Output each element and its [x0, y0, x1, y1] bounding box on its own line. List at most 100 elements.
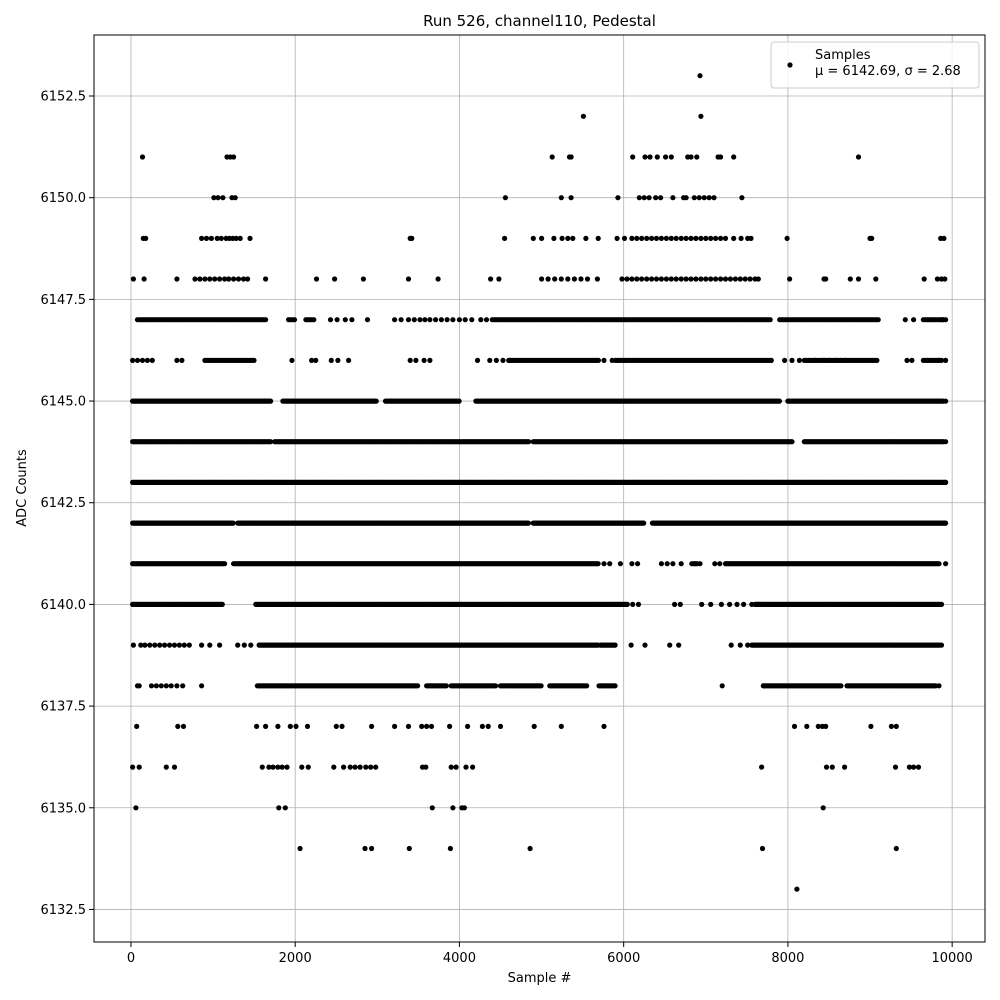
data-point	[407, 357, 413, 363]
data-point	[226, 276, 232, 282]
data-point	[653, 276, 660, 282]
data-point	[667, 642, 673, 648]
data-point	[658, 235, 665, 241]
data-point	[732, 276, 739, 282]
data-point	[583, 235, 589, 241]
data-point	[152, 642, 158, 648]
data-point	[869, 235, 875, 241]
data-point	[279, 764, 285, 770]
data-point	[727, 601, 733, 608]
data-point	[823, 764, 830, 770]
data-point	[718, 601, 725, 608]
data-point	[241, 642, 247, 648]
data-point	[168, 683, 174, 689]
data-point	[776, 398, 783, 404]
data-point	[642, 154, 648, 160]
data-point	[708, 276, 714, 282]
data-point	[202, 276, 208, 282]
data-point	[493, 357, 499, 363]
data-point	[275, 764, 281, 770]
data-point	[644, 235, 650, 241]
data-point	[485, 723, 491, 730]
data-point	[456, 317, 462, 323]
data-point	[701, 195, 707, 201]
data-point	[153, 683, 159, 689]
data-point	[134, 723, 140, 730]
data-point	[179, 357, 185, 363]
data-point	[364, 317, 371, 323]
data-point	[595, 357, 602, 363]
data-point	[417, 317, 423, 323]
data-point	[621, 235, 628, 241]
data-point	[722, 276, 729, 282]
data-point	[347, 764, 353, 770]
data-point	[683, 235, 689, 241]
data-point	[940, 317, 946, 323]
data-point	[823, 723, 829, 730]
data-point	[214, 235, 220, 241]
data-point	[713, 235, 719, 241]
data-point	[639, 276, 645, 282]
data-point	[748, 235, 754, 241]
data-point	[247, 235, 253, 241]
data-point	[313, 357, 319, 363]
data-point	[820, 805, 826, 811]
data-point	[670, 561, 676, 567]
data-point	[594, 276, 601, 282]
data-point	[683, 276, 689, 282]
data-point	[525, 520, 532, 526]
data-point	[683, 195, 689, 201]
data-point	[624, 276, 630, 282]
data-point	[369, 723, 375, 730]
data-point	[232, 195, 238, 201]
data-point	[728, 642, 734, 648]
data-point	[411, 317, 417, 323]
data-point	[673, 276, 679, 282]
data-point	[636, 195, 642, 201]
data-point	[222, 561, 228, 567]
data-point	[287, 723, 293, 730]
data-point	[639, 235, 645, 241]
data-point	[217, 276, 223, 282]
data-point	[804, 723, 810, 730]
data-point	[331, 764, 337, 770]
data-point	[438, 317, 444, 323]
data-point	[263, 723, 269, 730]
data-point	[759, 845, 766, 852]
data-point	[629, 276, 635, 282]
data-point	[487, 357, 493, 363]
data-point	[936, 561, 942, 567]
data-point	[497, 723, 504, 730]
data-point	[392, 723, 398, 730]
data-point	[551, 235, 557, 241]
data-point	[688, 235, 694, 241]
data-point	[629, 235, 635, 241]
data-point	[549, 154, 555, 160]
data-point	[734, 601, 740, 608]
data-point	[527, 845, 533, 852]
data-point	[943, 561, 949, 567]
data-point	[634, 276, 640, 282]
data-point	[658, 195, 664, 201]
data-point	[649, 276, 655, 282]
data-point	[530, 235, 536, 241]
data-point	[284, 764, 290, 770]
data-point	[658, 276, 665, 282]
data-point	[289, 357, 295, 363]
data-point	[328, 357, 334, 363]
data-point	[718, 154, 724, 160]
data-point	[500, 357, 506, 363]
data-point	[678, 276, 684, 282]
data-point	[212, 276, 218, 282]
data-point	[539, 276, 545, 282]
data-point	[496, 276, 502, 282]
data-point	[341, 764, 347, 770]
data-point	[171, 642, 178, 648]
data-point	[718, 276, 724, 282]
data-point	[873, 276, 879, 282]
data-point	[698, 113, 704, 119]
data-point	[335, 357, 341, 363]
data-point	[617, 561, 624, 567]
data-point	[713, 276, 719, 282]
data-point	[313, 276, 320, 282]
